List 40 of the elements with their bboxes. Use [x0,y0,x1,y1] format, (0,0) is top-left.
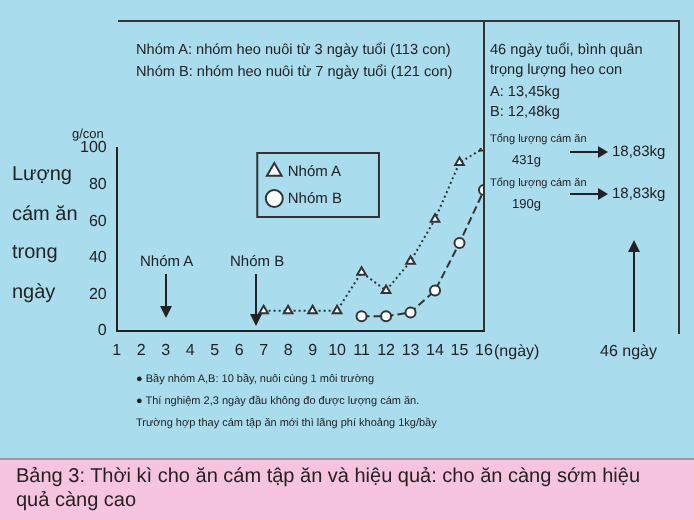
x-tick-label: 14 [426,340,446,359]
x-tick-label: 8 [283,340,294,359]
point [380,284,392,295]
y-tick-label: 100 [79,138,108,157]
x-tick-label: 10 [328,340,348,359]
point [405,255,416,265]
text: 46 ngày [600,340,657,362]
x-tick-label: 1 [112,340,123,359]
y-tick-label: 40 [88,248,108,267]
point [355,310,368,323]
point [307,304,318,315]
point [404,306,417,319]
point [356,266,367,276]
x-tick-label: 13 [401,340,421,359]
x-tick-label: 15 [450,340,470,359]
x-tick-label: 11 [353,340,371,359]
y-tick-label: 20 [88,284,108,303]
y-tick-label: 0 [97,321,108,340]
point [331,304,343,315]
x-tick-label: 5 [210,340,221,359]
point [429,213,441,223]
x-axis-title: (ngày) [494,340,540,362]
x-tick-label: 4 [185,340,196,359]
text: Bảng 3: Thời kì cho ăn cám tập ăn và hiệu quả: cho ăn càng sớm hiệu quả càng cao [0,458,694,520]
point [453,237,466,250]
x-tick-label: 2 [136,340,147,359]
x-tick-label: 12 [377,340,397,359]
point [282,304,294,315]
x-tick-label: 16 [475,340,494,359]
x-tick-label: 6 [234,340,245,359]
point [258,304,269,315]
point [429,284,442,297]
point [380,310,393,323]
x-tick-label: 9 [308,340,319,359]
point [454,156,465,167]
y-axis-title: Lượng cám ăn trong ngày [12,162,78,307]
x-tick-label: 3 [161,340,172,359]
y-tick-label: 80 [88,174,108,193]
x-tick-label: 7 [259,340,270,359]
y-tick-label: 60 [88,211,108,230]
